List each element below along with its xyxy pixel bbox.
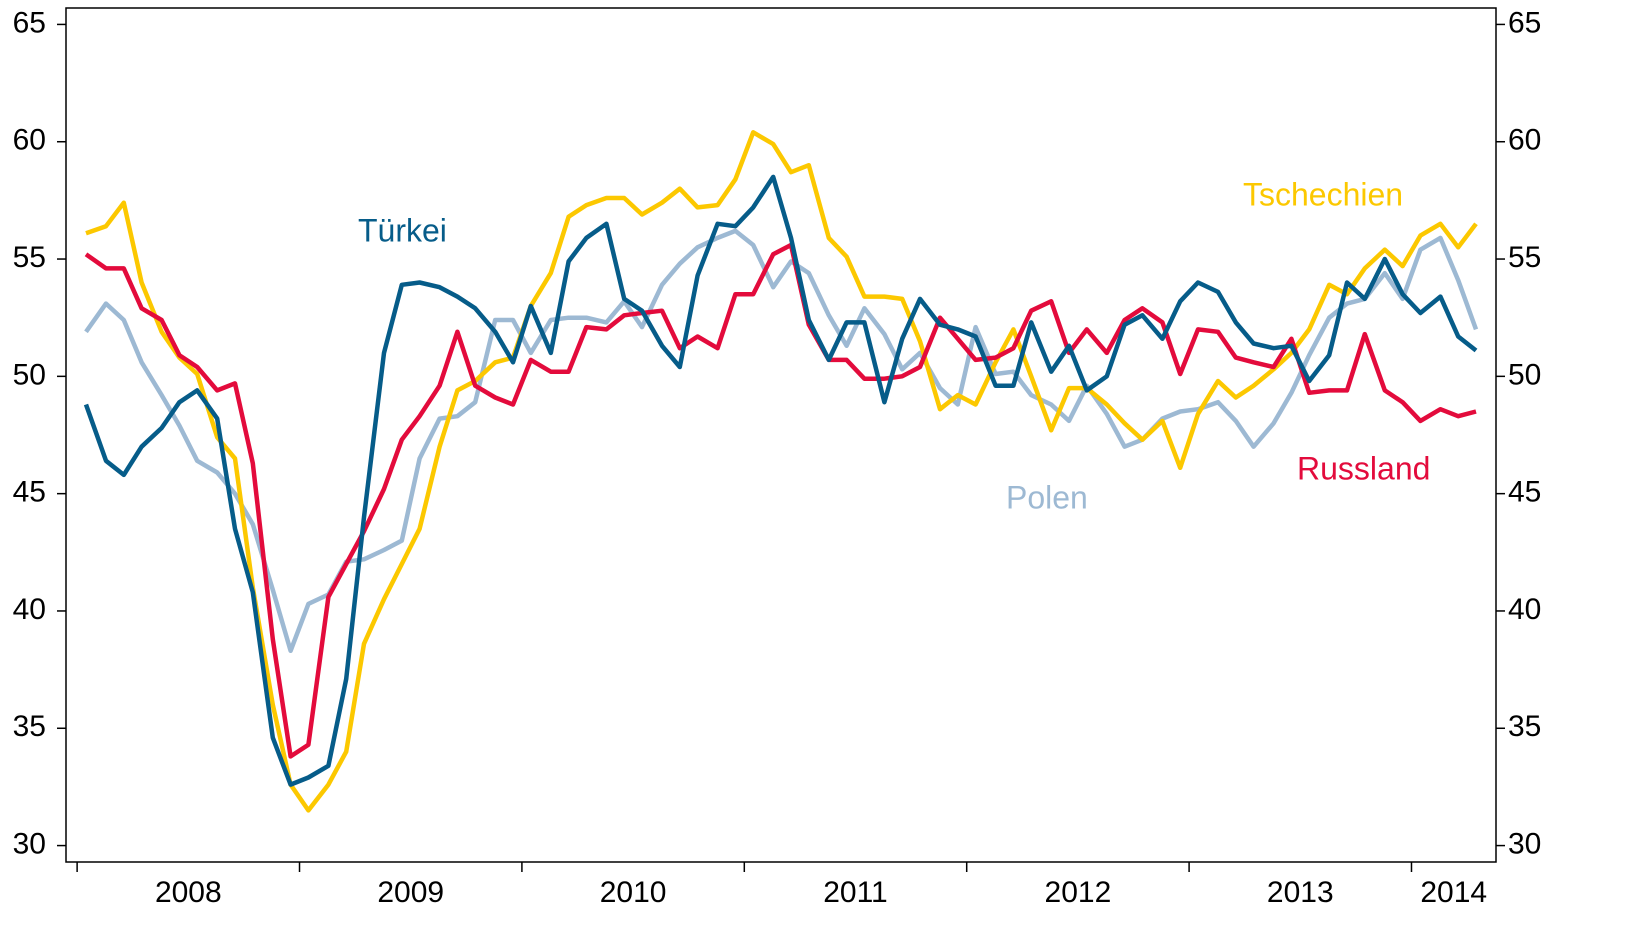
series-annotation: Russland (1297, 450, 1430, 486)
series-line (84, 228, 1479, 654)
series-annotation: Tschechien (1243, 176, 1403, 212)
series-line (85, 130, 1478, 813)
x-tick-label: 2012 (1045, 876, 1112, 909)
x-tick-label: 2008 (155, 876, 222, 909)
y2-tick-label: 30 (1508, 827, 1541, 860)
y-tick-label: 40 (13, 593, 46, 626)
y-tick-label: 60 (13, 124, 46, 157)
x-tick-label: 2009 (377, 876, 444, 909)
y2-tick-label: 55 (1508, 241, 1541, 274)
y2-tick-label: 35 (1508, 710, 1541, 743)
y-tick-label: 45 (13, 476, 46, 509)
y2-tick-label: 45 (1508, 476, 1541, 509)
y-tick-label: 50 (13, 358, 46, 391)
y-tick-label: 35 (13, 710, 46, 743)
y2-tick-label: 50 (1508, 358, 1541, 391)
x-tick-label: 2014 (1420, 876, 1487, 909)
x-tick-label: 2011 (823, 876, 888, 909)
y2-tick-label: 40 (1508, 593, 1541, 626)
series-annotation: Polen (1006, 479, 1088, 515)
series-annotation: Türkei (358, 212, 447, 248)
x-tick-label: 2013 (1267, 876, 1334, 909)
y-tick-label: 55 (13, 241, 46, 274)
y-tick-label: 30 (13, 827, 46, 860)
series-line (83, 174, 1478, 787)
plot-frame (65, 7, 1497, 863)
y2-tick-label: 60 (1508, 124, 1541, 157)
series-line (84, 242, 1477, 759)
y2-tick-label: 65 (1508, 6, 1541, 39)
y-tick-label: 65 (13, 6, 46, 39)
x-tick-label: 2010 (600, 876, 667, 909)
